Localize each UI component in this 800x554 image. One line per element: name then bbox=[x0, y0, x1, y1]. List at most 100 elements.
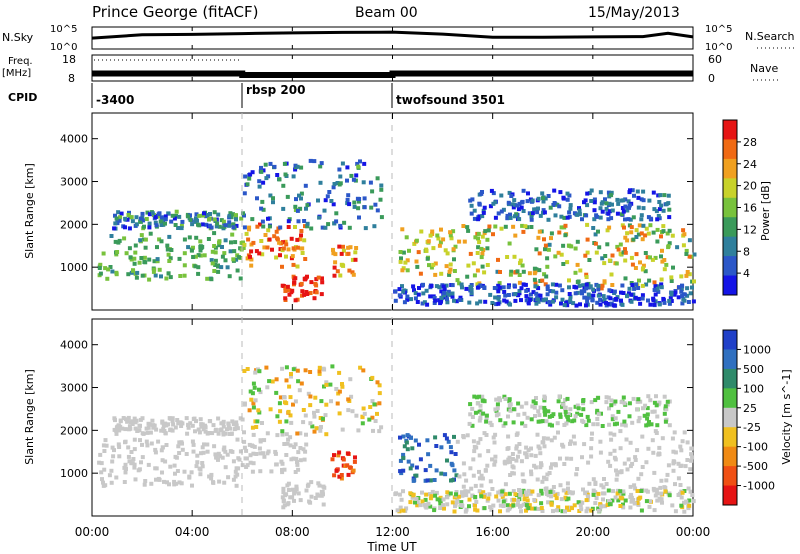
echo-cell bbox=[524, 401, 529, 406]
echo-cell bbox=[561, 444, 566, 449]
echo-cell bbox=[449, 461, 454, 466]
echo-cell bbox=[558, 190, 563, 195]
echo-cell bbox=[500, 489, 505, 494]
echo-cell bbox=[640, 434, 645, 439]
echo-cell bbox=[664, 407, 669, 412]
echo-cell bbox=[450, 478, 455, 483]
echo-cell bbox=[581, 407, 586, 412]
echo-cell bbox=[199, 424, 204, 429]
echo-cell bbox=[444, 291, 449, 296]
echo-cell bbox=[453, 504, 457, 509]
echo-cell bbox=[401, 434, 406, 439]
echo-cell bbox=[553, 462, 558, 467]
echo-cell bbox=[566, 412, 571, 416]
echo-cell bbox=[375, 208, 380, 213]
echo-cell bbox=[405, 258, 410, 263]
echo-cell bbox=[638, 260, 642, 265]
echo-cell bbox=[619, 298, 623, 303]
echo-cell bbox=[348, 245, 353, 250]
echo-cell bbox=[634, 252, 639, 257]
echo-cell bbox=[259, 239, 264, 243]
echo-cell bbox=[577, 206, 581, 211]
echo-cell bbox=[647, 198, 652, 203]
echo-cell bbox=[223, 465, 228, 470]
echo-cell bbox=[599, 483, 604, 488]
echo-cell bbox=[407, 248, 411, 253]
echo-cell bbox=[503, 421, 508, 426]
echo-cell bbox=[377, 383, 382, 388]
echo-cell bbox=[629, 292, 634, 297]
echo-cell bbox=[258, 451, 263, 456]
echo-cell bbox=[618, 470, 622, 475]
echo-cell bbox=[153, 220, 158, 225]
echo-cell bbox=[345, 178, 349, 183]
echo-cell bbox=[613, 399, 618, 404]
echo-cell bbox=[565, 303, 570, 308]
echo-cell bbox=[303, 449, 308, 454]
echo-cell bbox=[322, 208, 327, 213]
echo-cell bbox=[480, 251, 485, 256]
echo-cell bbox=[691, 499, 696, 504]
echo-cell bbox=[132, 256, 137, 261]
echo-cell bbox=[471, 473, 476, 478]
echo-cell bbox=[590, 431, 594, 436]
echo-cell bbox=[636, 397, 641, 402]
echo-cell bbox=[482, 205, 487, 210]
echo-cell bbox=[675, 245, 680, 250]
echo-cell bbox=[455, 439, 460, 444]
echo-cell bbox=[292, 491, 297, 496]
echo-cell bbox=[655, 227, 660, 232]
echo-cell bbox=[488, 420, 493, 425]
echo-cell bbox=[484, 433, 489, 437]
echo-cell bbox=[505, 503, 510, 508]
echo-cell bbox=[355, 161, 360, 166]
echo-cell bbox=[326, 222, 331, 227]
echo-cell bbox=[610, 414, 615, 419]
echo-cell bbox=[652, 280, 657, 285]
echo-cell bbox=[147, 257, 152, 262]
echo-cell bbox=[230, 232, 235, 237]
echo-cell bbox=[564, 421, 569, 426]
echo-cell bbox=[646, 446, 651, 451]
echo-cell bbox=[258, 438, 263, 443]
echo-cell bbox=[98, 452, 103, 457]
echo-cell bbox=[603, 197, 607, 202]
echo-cell bbox=[535, 432, 540, 437]
echo-cell bbox=[269, 469, 274, 474]
echo-cell bbox=[323, 225, 328, 230]
echo-cell bbox=[295, 264, 300, 269]
echo-cell bbox=[476, 245, 481, 250]
cpid-segment-1: -3400 bbox=[96, 93, 134, 107]
echo-cell bbox=[291, 246, 296, 251]
echo-cell bbox=[459, 500, 464, 505]
echo-cell bbox=[586, 418, 591, 423]
echo-cell bbox=[170, 213, 175, 218]
echo-cell bbox=[652, 409, 657, 414]
echo-cell bbox=[127, 427, 132, 432]
echo-cell bbox=[362, 161, 367, 166]
echo-cell bbox=[554, 295, 559, 300]
echo-cell bbox=[414, 259, 419, 264]
echo-cell bbox=[239, 216, 244, 221]
echo-cell bbox=[306, 391, 311, 396]
echo-cell bbox=[509, 269, 514, 274]
echo-cell bbox=[518, 489, 523, 494]
echo-cell bbox=[213, 263, 218, 267]
echo-cell bbox=[662, 193, 667, 198]
echo-cell bbox=[280, 495, 285, 500]
echo-cell bbox=[451, 229, 456, 234]
time-tick-label: 08:00 bbox=[275, 525, 310, 539]
echo-cell bbox=[607, 502, 612, 507]
echo-cell bbox=[286, 247, 291, 252]
echo-cell bbox=[565, 415, 570, 419]
echo-cell bbox=[667, 423, 672, 428]
echo-cell bbox=[194, 464, 199, 469]
echo-cell bbox=[643, 233, 648, 238]
echo-cell bbox=[581, 487, 585, 492]
echo-cell bbox=[213, 258, 218, 263]
echo-cell bbox=[508, 302, 512, 307]
echo-cell bbox=[322, 384, 326, 389]
echo-cell bbox=[659, 478, 664, 483]
echo-cell bbox=[352, 459, 357, 464]
